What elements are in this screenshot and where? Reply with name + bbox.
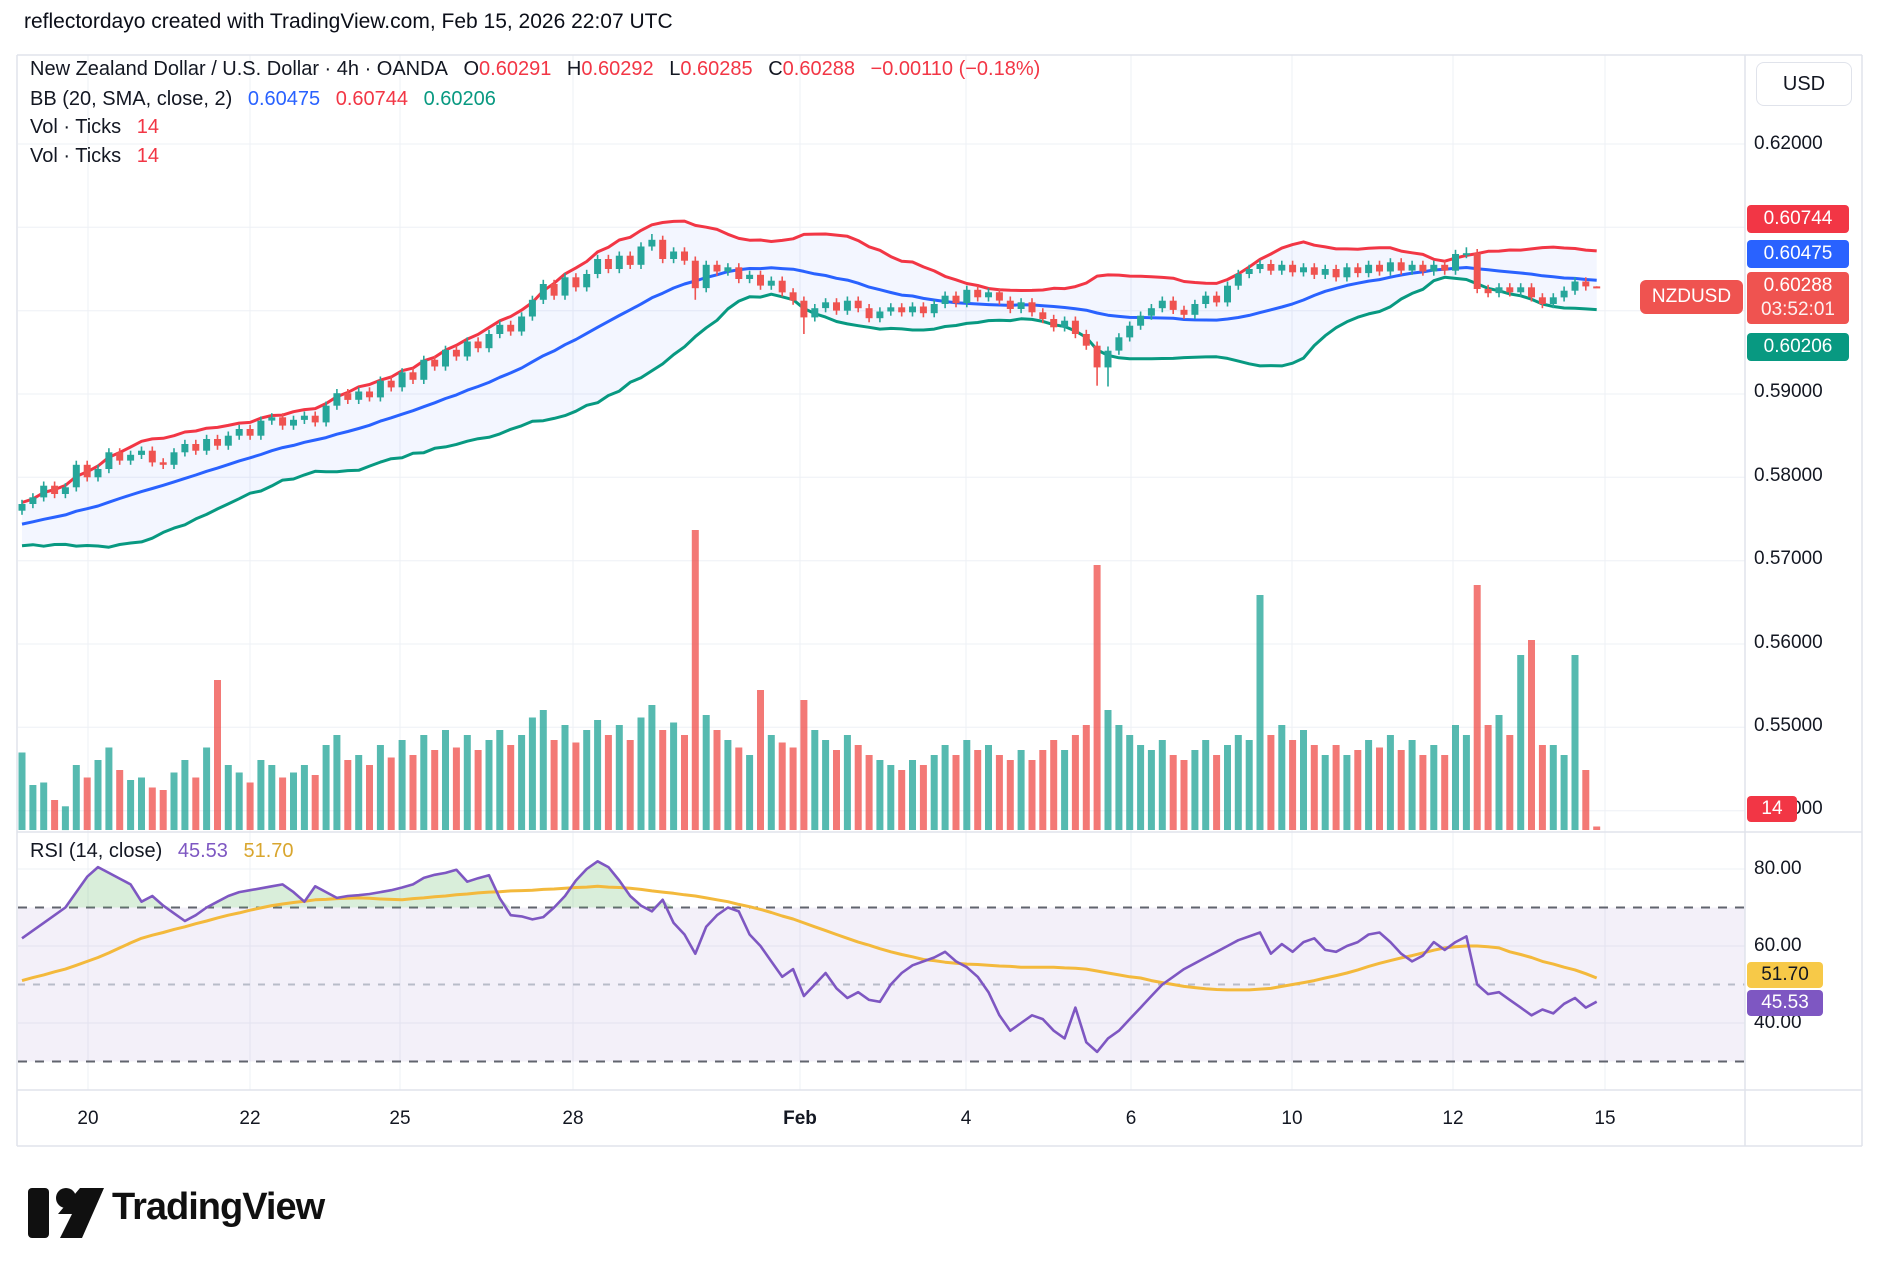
rsi-title: RSI (14, close) xyxy=(30,840,163,862)
time-axis-label: 15 xyxy=(1594,1108,1616,1129)
price-axis-label: 0.55000 xyxy=(1754,715,1823,736)
legend-symbol-row[interactable]: New Zealand Dollar / U.S. Dollar · 4h · … xyxy=(30,58,1040,81)
page-title: reflectordayo created with TradingView.c… xyxy=(24,10,673,33)
time-axis-label: 6 xyxy=(1125,1108,1137,1129)
legend-rsi-row[interactable]: RSI (14, close) 45.53 51.70 xyxy=(30,840,294,863)
vol-value-2: 14 xyxy=(136,145,159,167)
bb-title: BB (20, SMA, close, 2) xyxy=(30,88,233,110)
bb-lower-value: 0.60206 xyxy=(423,88,496,110)
bb-upper-badge: 0.60744 xyxy=(1747,205,1849,233)
vol-title-2: Vol · Ticks xyxy=(30,145,122,167)
vol-value-1: 14 xyxy=(136,116,159,138)
bb-upper-value: 0.60744 xyxy=(335,88,409,110)
ohlc-change-value: −0.00110 (−0.18%) xyxy=(870,58,1041,80)
vol-title-1: Vol · Ticks xyxy=(30,116,122,138)
rsi-ma-badge: 51.70 xyxy=(1747,962,1823,988)
price-axis-label: 0.59000 xyxy=(1754,381,1823,402)
ohlc-low-value: 0.60285 xyxy=(680,58,753,80)
time-axis-label: 22 xyxy=(239,1108,261,1129)
tradingview-logo-text[interactable]: TradingView xyxy=(112,1186,325,1228)
rsi-axis-label: 80.00 xyxy=(1754,858,1802,879)
symbol-price-label: NZDUSD xyxy=(1640,280,1743,314)
bb-basis-value: 0.60475 xyxy=(247,88,321,110)
time-axis-label: 20 xyxy=(77,1108,99,1129)
legend-volume-row-1[interactable]: Vol · Ticks 14 xyxy=(30,116,159,139)
price-axis-label: 0.58000 xyxy=(1754,465,1823,486)
price-axis-label: 0.56000 xyxy=(1754,632,1823,653)
last-price-value: 0.60288 xyxy=(1763,275,1833,296)
rsi-axis-label: 40.00 xyxy=(1754,1012,1802,1033)
volume-badge: 14 xyxy=(1747,796,1797,822)
currency-button[interactable]: USD xyxy=(1756,62,1852,106)
last-price-badge: 0.60288 03:52:01 xyxy=(1747,272,1849,324)
bar-countdown: 03:52:01 xyxy=(1761,299,1835,320)
legend-bb-row[interactable]: BB (20, SMA, close, 2) 0.60475 0.60744 0… xyxy=(30,88,496,111)
time-axis-label: 25 xyxy=(389,1108,411,1129)
ohlc-close-value: 0.60288 xyxy=(782,58,855,80)
ohlc-close-label: C xyxy=(768,58,783,80)
time-axis-label: 28 xyxy=(562,1108,584,1129)
ohlc-open-value: 0.60291 xyxy=(479,58,552,80)
rsi-ma-value: 51.70 xyxy=(243,840,294,862)
bb-basis-badge: 0.60475 xyxy=(1747,240,1849,268)
time-axis-label: 12 xyxy=(1442,1108,1464,1129)
ohlc-high-value: 0.60292 xyxy=(581,58,654,80)
price-axis-label: 0.62000 xyxy=(1754,133,1823,154)
ohlc-open-label: O xyxy=(463,58,480,80)
time-axis-label: 10 xyxy=(1281,1108,1303,1129)
price-axis-label: 0.57000 xyxy=(1754,548,1823,569)
symbol-title: New Zealand Dollar / U.S. Dollar · 4h · … xyxy=(30,58,448,80)
rsi-badge: 45.53 xyxy=(1747,990,1823,1016)
time-axis-label: 4 xyxy=(960,1108,972,1129)
rsi-axis-label: 60.00 xyxy=(1754,935,1802,956)
rsi-value: 45.53 xyxy=(177,840,228,862)
ohlc-low-label: L xyxy=(669,58,681,80)
tradingview-logo-icon[interactable] xyxy=(28,1186,104,1240)
time-axis-label: Feb xyxy=(783,1108,817,1129)
legend-volume-row-2[interactable]: Vol · Ticks 14 xyxy=(30,145,159,168)
bb-lower-badge: 0.60206 xyxy=(1747,333,1849,361)
ohlc-high-label: H xyxy=(566,58,582,80)
